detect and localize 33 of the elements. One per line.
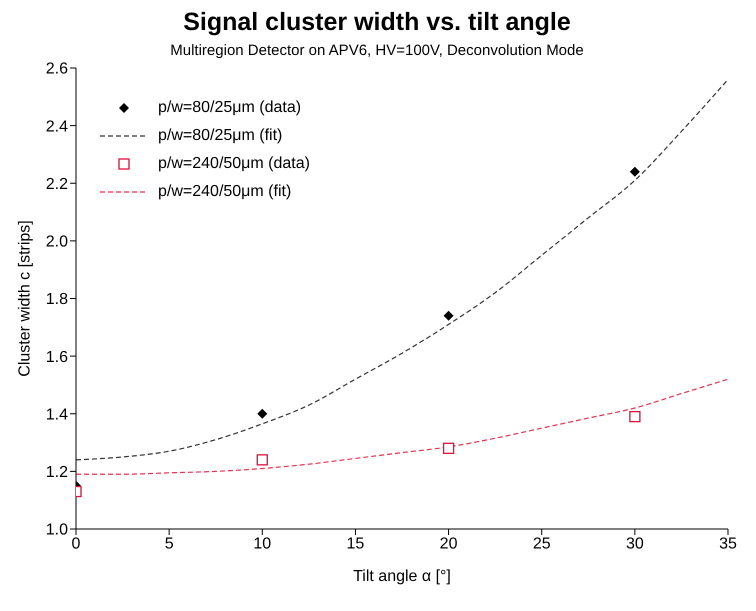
y-tick-label: 1.8 <box>46 291 68 308</box>
x-tick-label: 15 <box>346 535 364 552</box>
line-series <box>76 78 728 460</box>
x-tick-label: 5 <box>164 535 174 552</box>
chart-subtitle: Multiregion Detector on APV6, HV=100V, Deconvolution Mode <box>169 42 585 59</box>
y-tick-label: 1.6 <box>46 348 68 366</box>
point <box>630 166 640 177</box>
point <box>444 310 454 321</box>
x-tick-label: 25 <box>532 535 551 552</box>
y-axis-title: Cluster width c [strips] <box>16 220 34 377</box>
point <box>257 408 268 419</box>
point <box>256 454 268 466</box>
legend-label: p/w=240/50μm (data) <box>158 155 310 173</box>
y-tick-label: 2.0 <box>46 234 68 251</box>
y-tick-label: 1.2 <box>46 464 68 482</box>
y-tick-label: 2.2 <box>46 176 68 193</box>
y-tick-label: 2.4 <box>46 118 68 136</box>
legend-label: p/w=80/25μm (fit) <box>158 127 282 145</box>
x-tick-label: 35 <box>719 535 737 552</box>
point <box>629 410 641 422</box>
x-axis-title: Tilt angle α [°] <box>353 568 451 585</box>
x-tick-label: 30 <box>626 535 644 552</box>
y-tick-label: 1.0 <box>46 522 68 539</box>
legend-label: p/w=240/50μm (fit) <box>158 183 292 201</box>
x-tick-label: 20 <box>440 535 458 552</box>
point <box>442 442 454 454</box>
y-tick-label: 2.6 <box>46 60 68 78</box>
x-tick-label: 0 <box>72 535 81 552</box>
legend-label: p/w=80/25μm (data) <box>158 99 302 117</box>
line-series <box>76 378 728 475</box>
y-tick-label: 1.4 <box>46 406 68 424</box>
x-tick-label: 10 <box>253 535 272 552</box>
chart-title: Signal cluster width vs. tilt angle <box>182 8 572 37</box>
